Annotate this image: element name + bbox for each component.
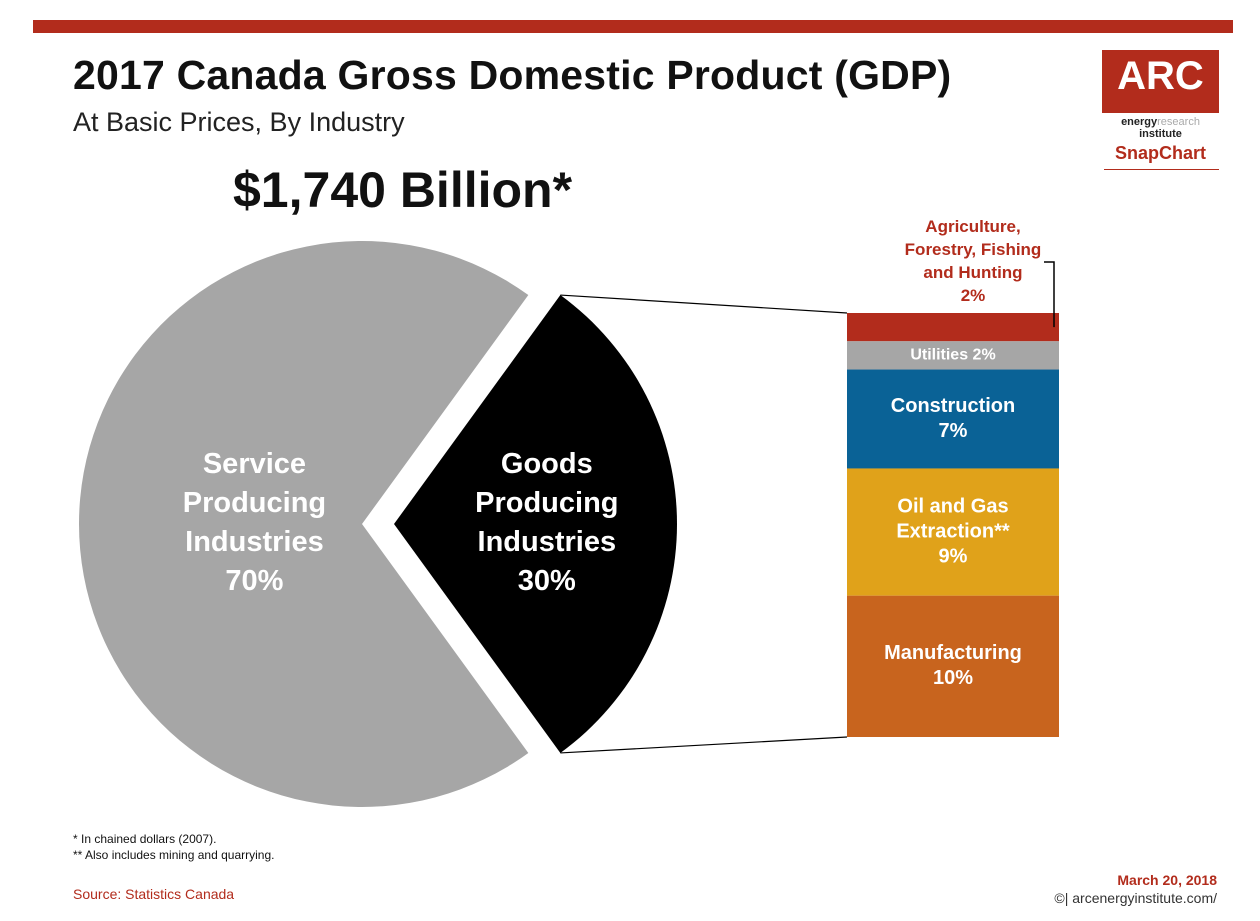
bar-segment-manufacturing: [847, 595, 1059, 737]
gdp-total: $1,740 Billion*: [233, 162, 573, 218]
bar-label-utilities: Utilities 2%: [910, 347, 995, 364]
bar-segment-oil-gas: [847, 468, 1059, 596]
logo-brand: ARC: [1117, 54, 1204, 98]
pie-label-goods: Goods Producing Industries 30%: [475, 448, 618, 597]
source-note: Source: Statistics Canada: [73, 886, 235, 902]
agriculture-leader-line: [1044, 261, 1055, 328]
publish-date: March 20, 2018: [1117, 872, 1217, 888]
logo-line2: institute: [1139, 128, 1182, 140]
top-accent-bar: [33, 20, 1233, 33]
arc-logo: ARC energyresearch institute SnapChart: [1102, 50, 1219, 174]
logo-line1: energyresearch: [1102, 116, 1219, 128]
logo-rule: [1104, 169, 1219, 170]
footnote-mining: ** Also includes mining and quarrying.: [73, 848, 275, 862]
connector-line-top: [560, 294, 848, 314]
credit-link: ©| arcenergyinstitute.com/: [1054, 890, 1217, 906]
logo-line1-bold: energy: [1121, 116, 1158, 128]
chart-title: 2017 Canada Gross Domestic Product (GDP): [73, 52, 952, 98]
bar-segment-agriculture: [847, 313, 1059, 342]
bar-label-manufacturing: Manufacturing 10%: [884, 642, 1022, 689]
bar-label-oil-gas: Oil and Gas Extraction** 9%: [896, 495, 1010, 567]
footnote-chained-dollars: * In chained dollars (2007).: [73, 832, 217, 846]
bar-label-agriculture: Agriculture, Forestry, Fishing and Hunting…: [905, 217, 1042, 305]
connector-line-bottom: [560, 736, 848, 754]
pie-slice-service: [79, 241, 529, 808]
logo-product: SnapChart: [1114, 143, 1206, 163]
bar-segment-construction: [847, 369, 1059, 469]
pie-label-service: Service Producing Industries 70%: [183, 448, 326, 597]
bar-label-construction: Construction 7%: [891, 395, 1015, 442]
logo-line1-light: research: [1157, 116, 1200, 128]
chart-subtitle: At Basic Prices, By Industry: [73, 107, 405, 137]
bar-segment-utilities: [847, 341, 1059, 370]
logo-box: [1102, 50, 1219, 113]
pie-slice-goods: [394, 295, 677, 753]
